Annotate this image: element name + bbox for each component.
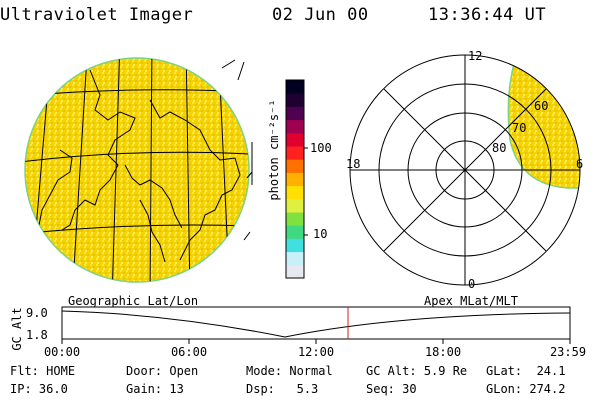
door-label: Door:: [126, 364, 163, 378]
timeline-y-tick-9: 9.0: [26, 306, 48, 320]
mlat-ring-80: 80: [492, 141, 506, 155]
timeline-x-tick-1800: 18:00: [425, 345, 461, 359]
colorbar-segment: [286, 251, 304, 266]
dsp-label: Dsp:: [246, 382, 275, 396]
mlat-ring-70: 70: [512, 121, 526, 135]
geographic-globe-image: [24, 57, 253, 283]
status-mode: Mode: Normal: [246, 364, 333, 378]
gcalt-label: GC Alt:: [366, 364, 417, 378]
glon-value: 274.2: [529, 382, 566, 396]
app-title: Ultraviolet Imager: [0, 5, 194, 25]
mode-value: Normal: [289, 364, 333, 378]
coastline: [37, 69, 241, 263]
ip-label: IP:: [10, 382, 32, 396]
colorbar-segment: [286, 119, 304, 134]
mlat-ring-60: 60: [534, 99, 548, 113]
flt-label: Flt:: [10, 364, 39, 378]
status-glat: GLat: 24.1: [486, 364, 565, 378]
timeline-x-tick-0000: 00:00: [44, 345, 80, 359]
gain-value: 13: [169, 382, 184, 396]
timeline-y-tick-1-8: 1.8: [26, 328, 48, 342]
colorbar-segment: [286, 225, 304, 239]
colorbar-segment: [286, 106, 304, 121]
door-value: Open: [169, 364, 199, 378]
colorbar-segment: [286, 212, 304, 226]
image-time: 13:36:44 UT: [428, 5, 547, 25]
colorbar-segment: [286, 185, 304, 200]
glon-label: GLon:: [486, 382, 523, 396]
colorbar-frame: [285, 79, 305, 279]
colorbar-segment: [286, 238, 304, 253]
timeline-x-tick-2359: 23:59: [550, 345, 586, 359]
off-limb-grid: [221, 59, 253, 241]
status-flt: Flt: HOME: [10, 364, 75, 378]
colorbar-segment: [286, 172, 304, 187]
mlt-label-0: 0: [468, 277, 475, 291]
mlt-label-12: 12: [468, 49, 482, 63]
status-glon: GLon: 274.2: [486, 382, 565, 396]
colorbar-segment: [286, 93, 304, 107]
mode-label: Mode:: [246, 364, 283, 378]
status-gc-alt: GC Alt: 5.9 Re: [366, 364, 467, 378]
status-door: Door: Open: [126, 364, 198, 378]
timeline-frame: [61, 306, 571, 340]
colorbar-segment: [286, 198, 304, 213]
polar-mlat-mlt-plot: 12 18 6 0 80 70 60: [346, 49, 583, 291]
orbit-timeline: GC Alt 9.0 1.8 00:00 06:00 12:00 18:00 2…: [10, 306, 586, 359]
colorbar-segment: [286, 132, 304, 147]
mlt-label-18: 18: [346, 157, 360, 171]
colorbar-segment: [286, 159, 304, 173]
status-dsp: Dsp: 5.3: [246, 382, 318, 396]
intensity-colorbar: [285, 79, 305, 279]
colorbar-segment: [286, 146, 304, 160]
apex-label: Apex MLat/MLT: [424, 294, 518, 308]
colorbar-tick-100: 100: [310, 141, 332, 155]
image-date: 02 Jun 00: [272, 5, 369, 25]
dsp-value: 5.3: [296, 382, 319, 396]
colorbar-segment: [286, 264, 304, 279]
seq-label: Seq:: [366, 382, 395, 396]
status-ip: IP: 36.0: [10, 382, 68, 396]
globe-disc: [24, 57, 250, 283]
mlt-label-6: 6: [576, 157, 583, 171]
flt-value: HOME: [46, 364, 76, 378]
timeline-y-axis-label: GC Alt: [10, 307, 24, 350]
colorbar-unit-label: photon cm⁻²s⁻¹: [267, 99, 281, 200]
timeline-x-tick-1200: 12:00: [298, 345, 334, 359]
glat-value: 24.1: [536, 364, 566, 378]
gain-label: Gain:: [126, 382, 163, 396]
colorbar-tick-10: 10: [313, 227, 327, 241]
geographic-label: Geographic Lat/Lon: [68, 294, 199, 308]
status-gain: Gain: 13: [126, 382, 184, 396]
status-seq: Seq: 30: [366, 382, 417, 396]
polar-grid: [349, 54, 581, 286]
ip-value: 36.0: [38, 382, 68, 396]
altitude-curve: [61, 310, 571, 338]
glat-label: GLat:: [486, 364, 523, 378]
colorbar-segment: [286, 80, 304, 94]
gcalt-value: 5.9 Re: [423, 364, 468, 378]
seq-value: 30: [402, 382, 417, 396]
timeline-x-tick-0600: 06:00: [171, 345, 207, 359]
